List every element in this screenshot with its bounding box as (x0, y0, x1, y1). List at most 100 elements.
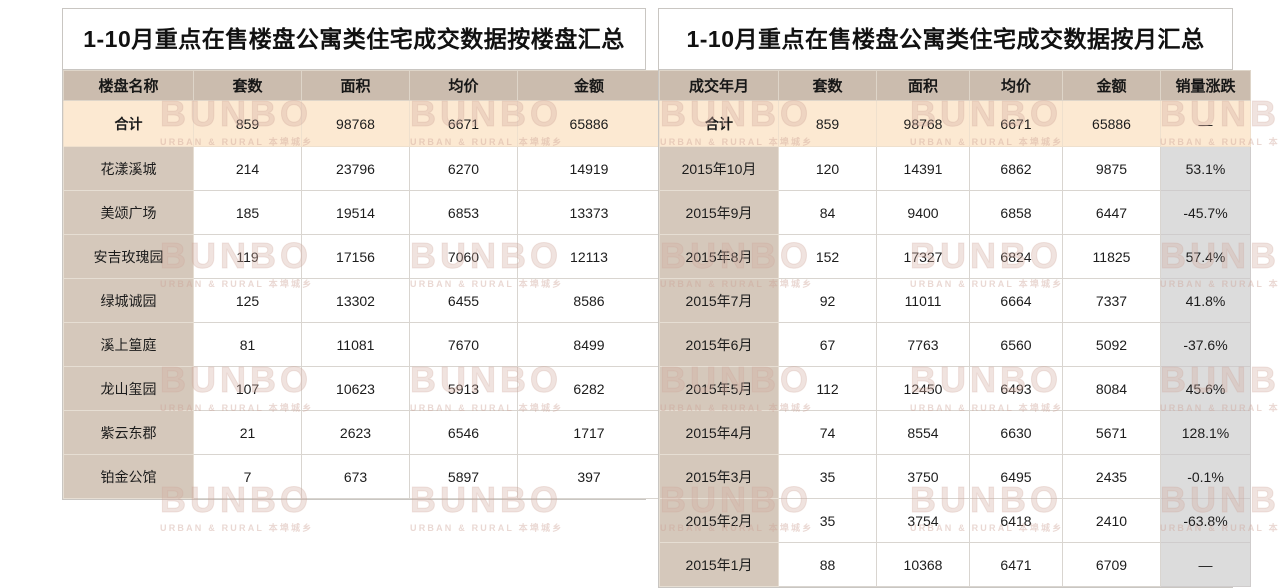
value-cell: 6270 (409, 146, 518, 191)
value-cell: 6495 (969, 454, 1063, 499)
value-cell: 1717 (517, 410, 661, 455)
report-canvas: 1-10月重点在售楼盘公寓类住宅成交数据按楼盘汇总 楼盘名称 套数 面积 均价 金额 合计… (62, 8, 1280, 588)
value-cell: 859 (193, 100, 302, 147)
value-cell: 84 (778, 190, 877, 235)
column-header: 金额 (1062, 70, 1161, 101)
row-label-cell: 2015年9月 (659, 190, 779, 235)
table-row: 溪上篁庭 81 11081 7670 8499 (63, 322, 661, 367)
value-cell: 10368 (876, 542, 970, 587)
value-cell: 6282 (517, 366, 661, 411)
value-cell: 17156 (301, 234, 410, 279)
value-cell: 8084 (1062, 366, 1161, 411)
row-label-cell: 绿城诚园 (63, 278, 194, 323)
row-label-cell: 2015年6月 (659, 322, 779, 367)
value-cell: 74 (778, 410, 877, 455)
table-row: 美颂广场 185 19514 6853 13373 (63, 190, 661, 235)
total-row: 合计 859 98768 6671 65886 (63, 100, 661, 147)
value-cell: 11011 (876, 278, 970, 323)
table-row: 2015年9月 84 9400 6858 6447 -45.7% (659, 190, 1251, 235)
value-cell: 7060 (409, 234, 518, 279)
row-label-cell: 紫云东郡 (63, 410, 194, 455)
value-cell: 35 (778, 454, 877, 499)
value-cell: 13373 (517, 190, 661, 235)
value-cell: 45.6% (1160, 366, 1251, 411)
table-row: 2015年3月 35 3750 6495 2435 -0.1% (659, 454, 1251, 499)
row-label-cell: 2015年10月 (659, 146, 779, 191)
value-cell: 14919 (517, 146, 661, 191)
row-label-cell: 2015年7月 (659, 278, 779, 323)
value-cell: 7670 (409, 322, 518, 367)
table-title-by-building: 1-10月重点在售楼盘公寓类住宅成交数据按楼盘汇总 (63, 9, 645, 70)
column-header: 面积 (301, 70, 410, 101)
value-cell: 67 (778, 322, 877, 367)
value-cell: 152 (778, 234, 877, 279)
table-row: 龙山玺园 107 10623 5913 6282 (63, 366, 661, 411)
value-cell: 13302 (301, 278, 410, 323)
value-cell: 6858 (969, 190, 1063, 235)
value-cell: 41.8% (1160, 278, 1251, 323)
column-header: 金额 (517, 70, 661, 101)
panel-summary-by-building: 1-10月重点在售楼盘公寓类住宅成交数据按楼盘汇总 楼盘名称 套数 面积 均价 金额 合计… (62, 8, 661, 500)
value-cell: 397 (517, 454, 661, 499)
row-label-cell: 溪上篁庭 (63, 322, 194, 367)
table-row: 2015年6月 67 7763 6560 5092 -37.6% (659, 322, 1251, 367)
watermark-subtitle-text: URBAN & RURAL 本埠城乡 (160, 523, 314, 533)
value-cell: 21 (193, 410, 302, 455)
value-cell: 2623 (301, 410, 410, 455)
value-cell: 6447 (1062, 190, 1161, 235)
header-row: 楼盘名称 套数 面积 均价 金额 (63, 70, 661, 101)
table-title-by-month: 1-10月重点在售楼盘公寓类住宅成交数据按月汇总 (659, 9, 1232, 70)
row-label-cell: 铂金公馆 (63, 454, 194, 499)
table-row: 铂金公馆 7 673 5897 397 (63, 454, 661, 499)
column-header: 均价 (409, 70, 518, 101)
value-cell: 6493 (969, 366, 1063, 411)
row-label-cell: 2015年8月 (659, 234, 779, 279)
column-header: 均价 (969, 70, 1063, 101)
row-label-cell: 2015年1月 (659, 542, 779, 587)
value-cell: 98768 (876, 100, 970, 147)
value-cell: 7763 (876, 322, 970, 367)
value-cell: -63.8% (1160, 498, 1251, 543)
value-cell: -45.7% (1160, 190, 1251, 235)
value-cell: 107 (193, 366, 302, 411)
value-cell: 6824 (969, 234, 1063, 279)
column-header: 销量涨跌 (1160, 70, 1251, 101)
value-cell: 8586 (517, 278, 661, 323)
value-cell: 65886 (517, 100, 661, 147)
value-cell: 12450 (876, 366, 970, 411)
row-label-cell: 2015年5月 (659, 366, 779, 411)
table-row: 2015年1月 88 10368 6471 6709— (659, 542, 1251, 587)
value-cell: 3754 (876, 498, 970, 543)
value-cell: 5092 (1062, 322, 1161, 367)
table-row: 2015年7月 92 11011 6664 7337 41.8% (659, 278, 1251, 323)
value-cell: 120 (778, 146, 877, 191)
value-cell: 6630 (969, 410, 1063, 455)
value-cell: — (1160, 100, 1251, 147)
value-cell: 119 (193, 234, 302, 279)
value-cell: 81 (193, 322, 302, 367)
value-cell: 98768 (301, 100, 410, 147)
value-cell: 9400 (876, 190, 970, 235)
table-row: 2015年5月 112 12450 6493 8084 45.6% (659, 366, 1251, 411)
value-cell: 859 (778, 100, 877, 147)
table-by-month: 成交年月 套数 面积 均价 金额 销量涨跌 合计 859 98768 6671 65886—2015… (659, 70, 1251, 587)
value-cell: 673 (301, 454, 410, 499)
panel-summary-by-month: 1-10月重点在售楼盘公寓类住宅成交数据按月汇总 成交年月 套数 面积 均价 金额 销量涨… (658, 8, 1251, 588)
column-header: 楼盘名称 (63, 70, 194, 101)
column-header: 成交年月 (659, 70, 779, 101)
value-cell: 10623 (301, 366, 410, 411)
value-cell: 6862 (969, 146, 1063, 191)
row-label-cell: 2015年3月 (659, 454, 779, 499)
value-cell: 88 (778, 542, 877, 587)
row-label-cell: 合计 (659, 100, 779, 147)
value-cell: 5913 (409, 366, 518, 411)
value-cell: 11081 (301, 322, 410, 367)
row-label-cell: 合计 (63, 100, 194, 147)
value-cell: 6560 (969, 322, 1063, 367)
value-cell: 11825 (1062, 234, 1161, 279)
value-cell: 8499 (517, 322, 661, 367)
value-cell: 17327 (876, 234, 970, 279)
value-cell: 2410 (1062, 498, 1161, 543)
value-cell: 23796 (301, 146, 410, 191)
row-label-cell: 花漾溪城 (63, 146, 194, 191)
